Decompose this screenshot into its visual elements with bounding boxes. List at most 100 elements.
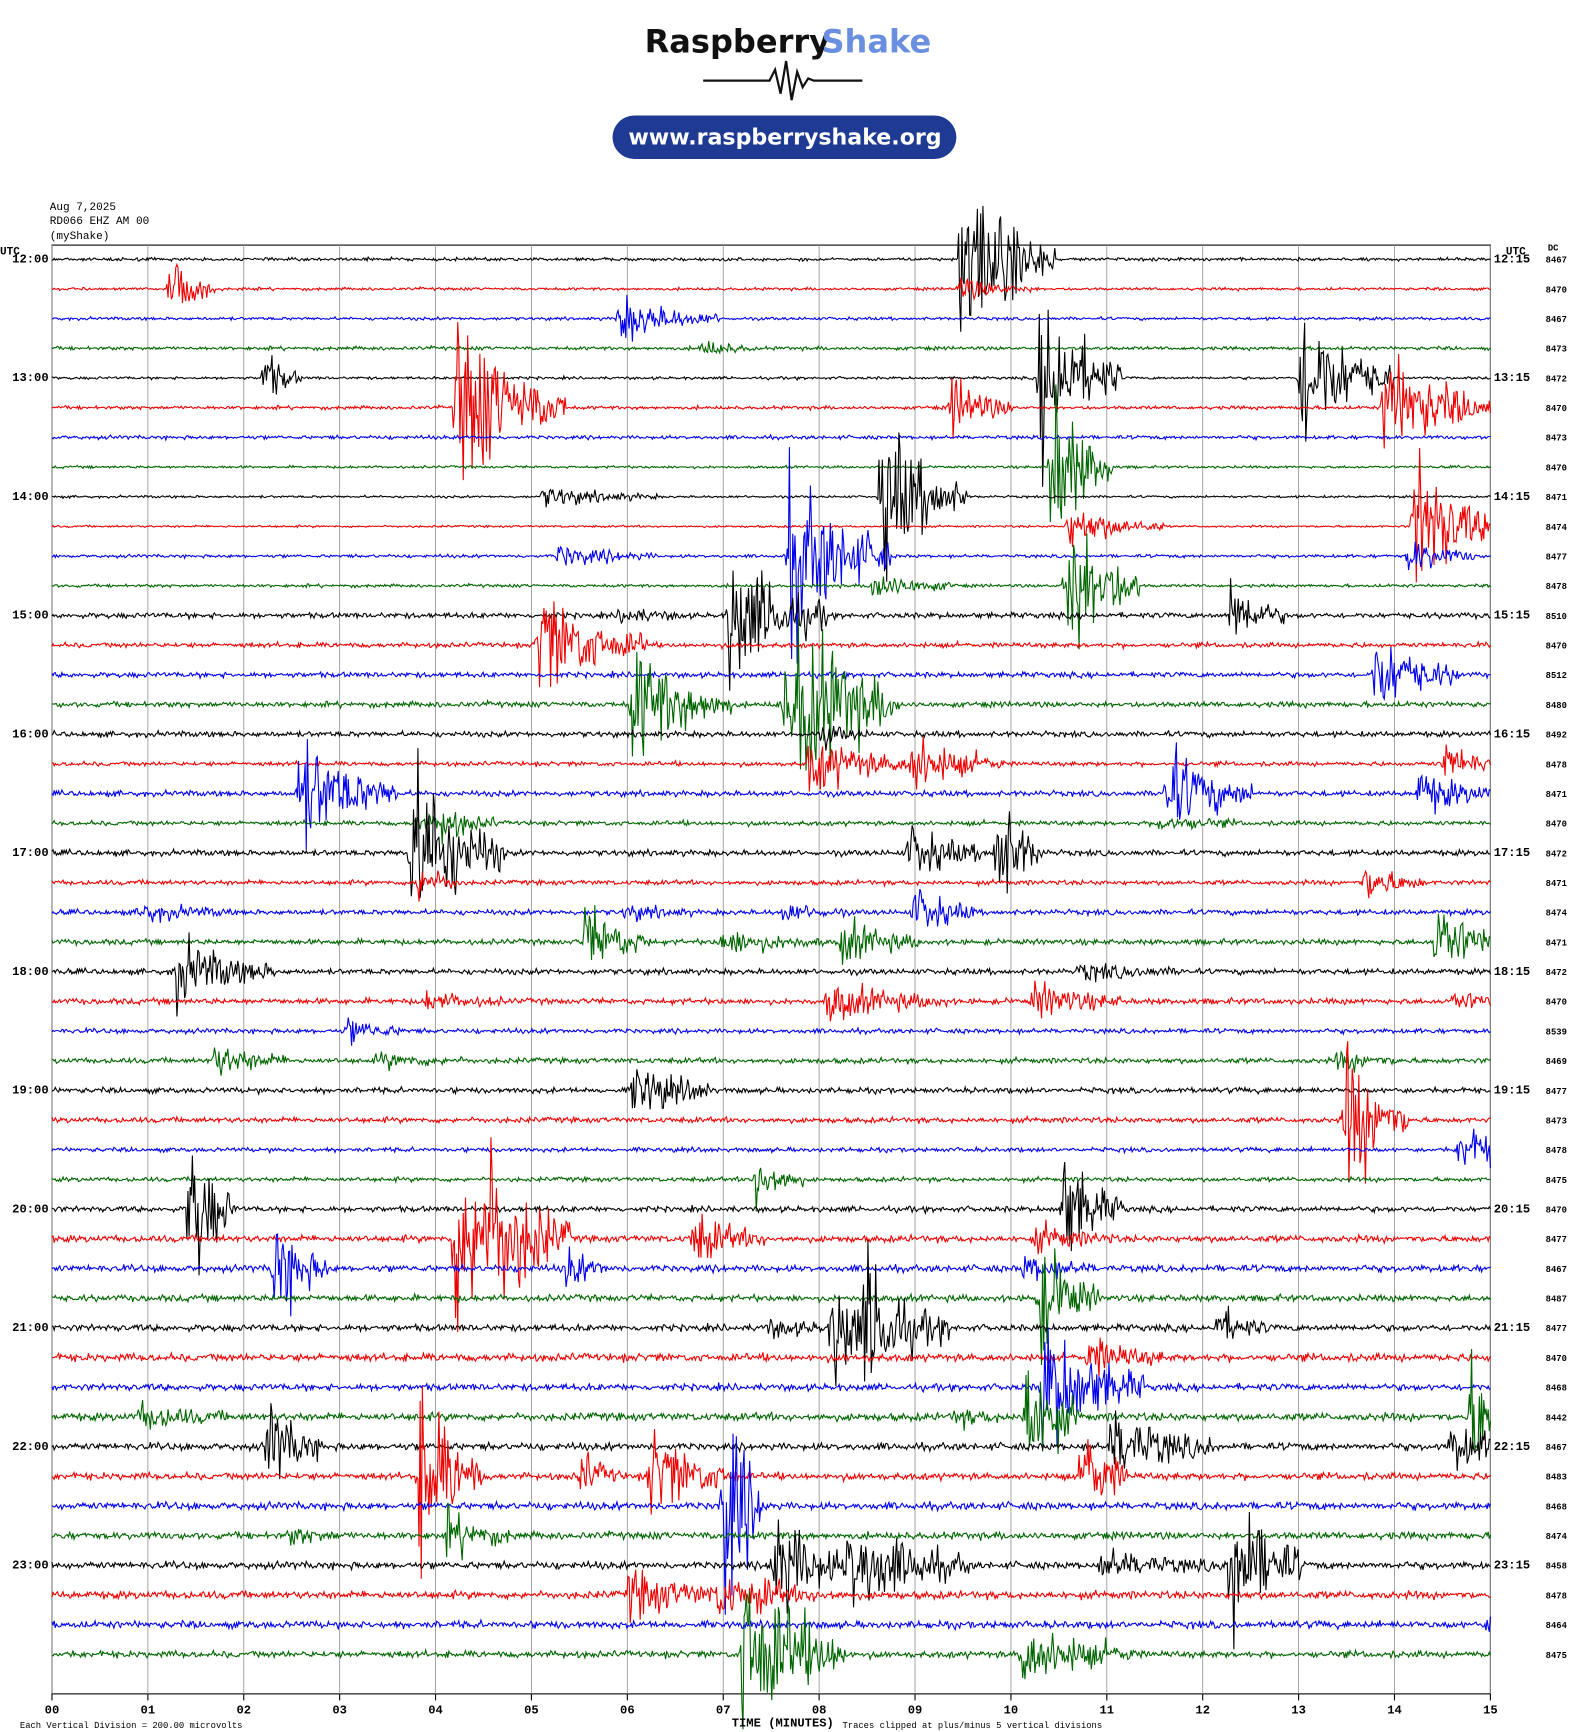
trace: [51, 1069, 1491, 1110]
dc-value: 8478: [1546, 582, 1567, 592]
dc-value: 8470: [1546, 642, 1567, 652]
hour-label: 20:00: [12, 1202, 48, 1216]
x-tick-label: 00: [45, 1703, 60, 1717]
hour-label: 12:00: [12, 252, 48, 266]
trace: [51, 739, 1491, 850]
utc-left: UTC: [0, 247, 20, 259]
x-tick-label: 08: [812, 1703, 827, 1717]
dc-value: 8467: [1546, 315, 1567, 325]
trace: [51, 980, 1491, 1022]
dc-value: 8492: [1546, 731, 1567, 741]
trace: [51, 905, 1491, 965]
date: Aug 7,2025: [50, 202, 116, 214]
dc-label: DC: [1548, 244, 1559, 254]
hour-label: 21:00: [12, 1321, 48, 1335]
trace: [51, 1041, 1491, 1184]
x-tick-label: 02: [236, 1703, 251, 1717]
trace: [51, 1327, 1491, 1450]
trace: [51, 384, 1491, 523]
dc-value: 8468: [1546, 1502, 1567, 1512]
hour-label-right: 18:15: [1494, 965, 1530, 979]
hour-label-right: 17:15: [1494, 846, 1530, 860]
dc-value: 8478: [1546, 1146, 1567, 1156]
dc-value: 8472: [1546, 968, 1567, 978]
trace: [51, 294, 1491, 342]
x-tick-label: 12: [1195, 1703, 1210, 1717]
trace: [51, 748, 1491, 899]
logo-wave: [703, 60, 863, 101]
x-tick-label: 04: [428, 1703, 443, 1717]
dc-value: 8467: [1546, 1265, 1567, 1275]
dc-value: 8473: [1546, 345, 1567, 355]
footer-right: Traces clipped at plus/minus 5 vertical …: [842, 1721, 1102, 1731]
trace: [51, 309, 1491, 487]
trace: [51, 1155, 1491, 1276]
hour-label: 16:00: [12, 727, 48, 741]
dc-value: 8480: [1546, 701, 1567, 711]
trace: [51, 1167, 1491, 1212]
utc-right: UTC: [1506, 247, 1526, 259]
x-tick-label: 05: [524, 1703, 539, 1717]
trace: [51, 432, 1491, 582]
trace: [51, 1403, 1491, 1480]
hour-label: 18:00: [12, 965, 48, 979]
labels: 00 01 02 03 04 05 06 07 08 09 10 11 12 13 14 15 12:00 12:…: [12, 252, 1567, 1717]
x-tick-label: 06: [620, 1703, 635, 1717]
trace: [51, 1233, 1491, 1317]
trace: [51, 1337, 1491, 1377]
trace: [51, 888, 1491, 927]
trace: [51, 725, 1491, 751]
dc-value: 8442: [1546, 1413, 1567, 1423]
dc-value: 8510: [1546, 612, 1567, 622]
dc-value: 8483: [1546, 1473, 1567, 1483]
trace: [51, 447, 1491, 664]
logo: Raspberry Shake www.raspberryshake.org: [612, 23, 957, 160]
trace: [51, 1017, 1491, 1046]
dc-value: 8473: [1546, 434, 1567, 444]
dc-value: 8477: [1546, 1324, 1567, 1334]
x-tick-label: 10: [1004, 1703, 1019, 1717]
dc-value: 8467: [1546, 256, 1567, 266]
dc-value: 8475: [1546, 1651, 1567, 1661]
dc-value: 8469: [1546, 1057, 1567, 1067]
hour-label: 23:00: [12, 1559, 48, 1573]
hour-label-right: 22:15: [1494, 1440, 1530, 1454]
dc-value: 8470: [1546, 285, 1567, 295]
dc-value: 8470: [1546, 998, 1567, 1008]
trace: [51, 1591, 1491, 1730]
dc-value: 8467: [1546, 1443, 1567, 1453]
dc-value: 8539: [1546, 1027, 1567, 1037]
trace: [51, 1128, 1491, 1169]
dc-value: 8470: [1546, 404, 1567, 414]
hour-label-right: 13:15: [1494, 371, 1530, 385]
trace: [51, 1511, 1491, 1650]
dc-value: 8464: [1546, 1621, 1567, 1631]
url: www.raspberryshake.org: [628, 125, 941, 150]
trace: [51, 533, 1491, 650]
x-tick-label: 13: [1291, 1703, 1306, 1717]
hour-label: 22:00: [12, 1440, 48, 1454]
footer-left: Each Vertical Division = 200.00 microvol…: [20, 1721, 243, 1731]
logo-right: Shake: [821, 23, 931, 61]
trace: [51, 340, 1491, 355]
hour-label-right: 20:15: [1494, 1202, 1530, 1216]
trace: [51, 1386, 1491, 1579]
x-tick-label: 09: [908, 1703, 923, 1717]
trace: [51, 932, 1491, 1017]
hour-label: 17:00: [12, 846, 48, 860]
trace: [51, 736, 1491, 792]
trace: [51, 1502, 1491, 1561]
logo-left: Raspberry: [645, 23, 831, 61]
hour-label: 19:00: [12, 1084, 48, 1098]
station: RD066 EHZ AM 00: [50, 216, 149, 228]
trace: [51, 601, 1491, 688]
trace: [51, 1569, 1491, 1623]
dc-value: 8471: [1546, 938, 1567, 948]
trace: [51, 1239, 1491, 1386]
hour-label-right: 12:15: [1494, 252, 1530, 266]
dc-value: 8474: [1546, 523, 1567, 533]
trace: [51, 205, 1491, 332]
hour-label-right: 23:15: [1494, 1559, 1530, 1573]
trace: [51, 1248, 1491, 1366]
x-tick-label: 14: [1387, 1703, 1402, 1717]
